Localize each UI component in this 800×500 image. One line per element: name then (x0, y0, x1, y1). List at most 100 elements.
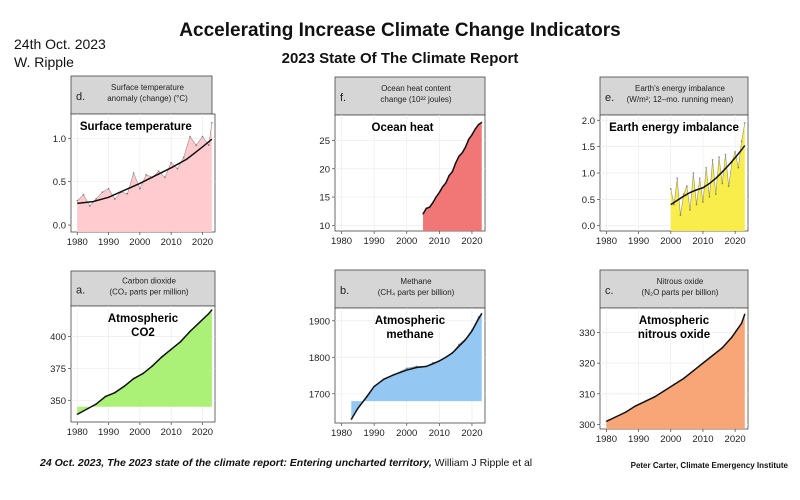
x-tick-label: 2020 (192, 237, 213, 248)
data-point (126, 192, 129, 195)
data-point (689, 209, 691, 211)
y-tick-label: 20 (319, 164, 330, 175)
x-tick-label: 1990 (364, 428, 385, 439)
data-point (692, 172, 695, 174)
data-point (82, 193, 85, 196)
data-point (201, 135, 204, 138)
data-point (685, 185, 688, 188)
data-point (721, 182, 724, 185)
y-tick-label: 1900 (309, 316, 330, 327)
panel-title: Surface temperature (80, 121, 192, 133)
x-tick-label: 2000 (660, 434, 681, 445)
y-tick-label: 0.5 (582, 195, 595, 206)
citation: 24 Oct. 2023, The 2023 state of the clim… (40, 457, 532, 469)
panel-strip-line: (CO₂ parts per million) (109, 288, 188, 297)
y-tick-label: 1800 (309, 353, 330, 364)
y-tick-label: 0.0 (53, 221, 66, 232)
data-point (170, 161, 173, 164)
data-point (164, 176, 166, 179)
data-point (145, 173, 148, 176)
x-tick-label: 2000 (396, 236, 417, 247)
y-tick-label: 2.0 (582, 116, 595, 127)
panel-strip-line: Ocean heat content (381, 84, 452, 93)
data-point (743, 122, 746, 124)
x-tick-label: 1990 (98, 237, 119, 248)
data-point (101, 191, 104, 193)
panel-title: methane (386, 329, 433, 341)
data-point (669, 187, 672, 190)
x-tick-label: 1990 (628, 236, 649, 247)
data-point (682, 193, 685, 195)
data-point (698, 177, 701, 180)
data-point (107, 187, 110, 190)
data-point (95, 198, 97, 200)
y-tick-label: 25 (319, 136, 330, 147)
x-tick-label: 2000 (396, 428, 417, 439)
data-point (88, 205, 91, 207)
data-point (714, 193, 717, 195)
trend-line (350, 313, 483, 420)
data-point (718, 156, 720, 159)
data-point (740, 140, 743, 143)
panel-letter: a. (76, 285, 85, 297)
trend-line (670, 145, 746, 206)
data-point (132, 172, 135, 174)
panel-letter: f. (340, 92, 346, 104)
data-point (676, 177, 679, 180)
panel-letter: d. (76, 91, 85, 103)
data-point (711, 158, 714, 161)
panel-strip-line: Methane (400, 277, 432, 286)
data-point (195, 144, 198, 147)
x-tick-label: 1980 (67, 427, 88, 438)
data-area (423, 122, 482, 231)
panel-letter: b. (340, 285, 349, 297)
data-point (708, 195, 711, 198)
y-tick-label: 1.0 (53, 134, 66, 145)
data-point (138, 187, 141, 190)
trend-line (422, 121, 483, 215)
panel-letter: e. (605, 92, 614, 104)
x-tick-label: 2000 (129, 237, 150, 248)
panel-strip-line: change (10²² joules) (380, 95, 451, 104)
y-tick-label: 375 (50, 364, 66, 375)
x-tick-label: 2020 (725, 434, 746, 445)
trend-line (77, 138, 213, 205)
y-tick-label: 350 (50, 396, 66, 407)
x-tick-label: 2000 (129, 427, 150, 438)
panel-a: a. Carbon dioxide (CO₂ parts per million) 1… (50, 270, 216, 438)
panel-f: f. Ocean heat content change (10²² joules)… (319, 76, 486, 247)
panel-title: Ocean heat (372, 122, 434, 134)
data-point (182, 156, 185, 159)
panel-b: b. Methane (CH₄ parts per billion) 1980 1990… (309, 269, 486, 439)
x-tick-label: 1990 (364, 236, 385, 247)
data-point (76, 199, 79, 202)
date-author-note: 24th Oct. 2023 W. Ripple (14, 35, 106, 71)
y-tick-label: 1.5 (582, 142, 595, 153)
main-title: Accelerating Increase Climate Change Ind… (179, 20, 621, 41)
panel-title: Atmospheric (639, 315, 710, 327)
x-tick-label: 2010 (161, 237, 182, 248)
x-tick-label: 1980 (67, 237, 88, 248)
data-point (207, 144, 210, 147)
citation-authors: William J Ripple et al (434, 457, 533, 469)
y-tick-label: 300 (579, 420, 595, 431)
y-tick-label: 320 (579, 359, 595, 370)
data-point (727, 185, 730, 188)
x-tick-label: 2020 (461, 236, 482, 247)
x-tick-label: 1980 (596, 434, 617, 445)
y-tick-label: 10 (319, 221, 330, 232)
x-tick-label: 1980 (331, 428, 352, 439)
x-tick-label: 2020 (192, 427, 213, 438)
panel-strip (70, 75, 213, 115)
x-tick-label: 1980 (331, 236, 352, 247)
data-point (673, 203, 675, 206)
credit: Peter Carter, Climate Emergency Institut… (630, 461, 788, 470)
trend-line (76, 309, 213, 416)
panel-strip-line: Earth's energy imbalance (635, 84, 726, 93)
panel-strip-line: Nitrous oxide (657, 277, 704, 286)
x-tick-label: 2000 (660, 236, 681, 247)
panel-strip-line: Carbon dioxide (122, 277, 176, 286)
citation-date: 24 Oct. 2023, (40, 457, 105, 469)
x-tick-label: 2010 (161, 427, 182, 438)
